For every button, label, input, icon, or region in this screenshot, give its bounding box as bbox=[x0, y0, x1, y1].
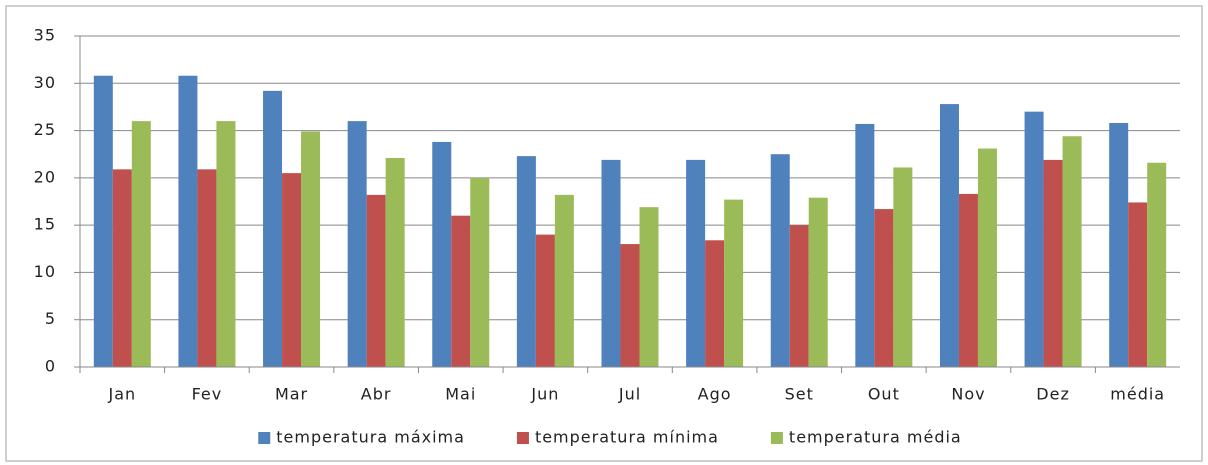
x-tick-label: Abr bbox=[361, 385, 392, 404]
bar bbox=[131, 121, 151, 367]
y-tick-label: 20 bbox=[34, 167, 56, 186]
bar bbox=[1043, 159, 1063, 367]
y-tick-label: 35 bbox=[34, 26, 56, 45]
y-tick-label: 0 bbox=[45, 357, 56, 376]
y-tick-label: 5 bbox=[45, 309, 56, 328]
legend-swatch bbox=[770, 432, 783, 444]
legend-swatch bbox=[516, 432, 529, 444]
x-tick-label: Dez bbox=[1036, 385, 1070, 404]
bar bbox=[705, 240, 725, 367]
legend-label: temperatura mínima bbox=[535, 428, 719, 447]
bar bbox=[178, 75, 198, 367]
bar bbox=[620, 244, 640, 367]
x-tick-label: Jan bbox=[107, 385, 136, 404]
bar bbox=[939, 104, 959, 367]
bar bbox=[535, 234, 555, 367]
y-tick-label: 30 bbox=[34, 73, 56, 92]
bar bbox=[1147, 162, 1167, 367]
bar bbox=[516, 156, 536, 367]
bar bbox=[197, 169, 217, 367]
x-tick-label: Mar bbox=[275, 385, 308, 404]
x-tick-label: Ago bbox=[698, 385, 732, 404]
x-tick-label: Jul bbox=[618, 385, 641, 404]
bar bbox=[770, 154, 790, 367]
bar bbox=[301, 131, 321, 367]
bar bbox=[874, 209, 894, 367]
x-tick-label: Jun bbox=[530, 385, 559, 404]
y-tick-label: 15 bbox=[34, 215, 56, 234]
x-tick-label: Nov bbox=[951, 385, 985, 404]
legend-swatch bbox=[258, 432, 271, 444]
x-tick-label: média bbox=[1110, 385, 1165, 404]
bar bbox=[93, 75, 113, 367]
legend-label: temperatura máxima bbox=[276, 428, 465, 447]
bar bbox=[385, 157, 405, 367]
bar bbox=[686, 159, 706, 367]
bar bbox=[554, 194, 574, 367]
bar bbox=[855, 123, 875, 367]
bar bbox=[451, 215, 471, 367]
legend-label: temperatura média bbox=[789, 428, 962, 447]
bar bbox=[1128, 202, 1148, 367]
bar bbox=[1062, 136, 1082, 367]
x-tick-label: Fev bbox=[192, 385, 223, 404]
bar bbox=[601, 159, 621, 367]
bar bbox=[1109, 123, 1129, 368]
bar bbox=[470, 177, 490, 367]
bar bbox=[263, 90, 283, 367]
bar bbox=[1024, 111, 1044, 368]
bar bbox=[112, 169, 132, 367]
bar bbox=[977, 148, 997, 367]
bar bbox=[789, 225, 809, 367]
bar bbox=[893, 167, 913, 367]
bar bbox=[639, 207, 659, 367]
bar bbox=[808, 197, 828, 367]
bar bbox=[282, 173, 302, 367]
x-tick-label: Mai bbox=[445, 385, 476, 404]
y-tick-label: 25 bbox=[34, 120, 56, 139]
bar bbox=[216, 121, 236, 367]
y-tick-label: 10 bbox=[34, 262, 56, 281]
bar bbox=[347, 121, 367, 367]
x-tick-label: Set bbox=[785, 385, 814, 404]
x-tick-label: Out bbox=[868, 385, 900, 404]
bar bbox=[366, 194, 386, 367]
bar bbox=[432, 141, 452, 367]
bar bbox=[724, 199, 744, 367]
bar bbox=[958, 193, 978, 367]
